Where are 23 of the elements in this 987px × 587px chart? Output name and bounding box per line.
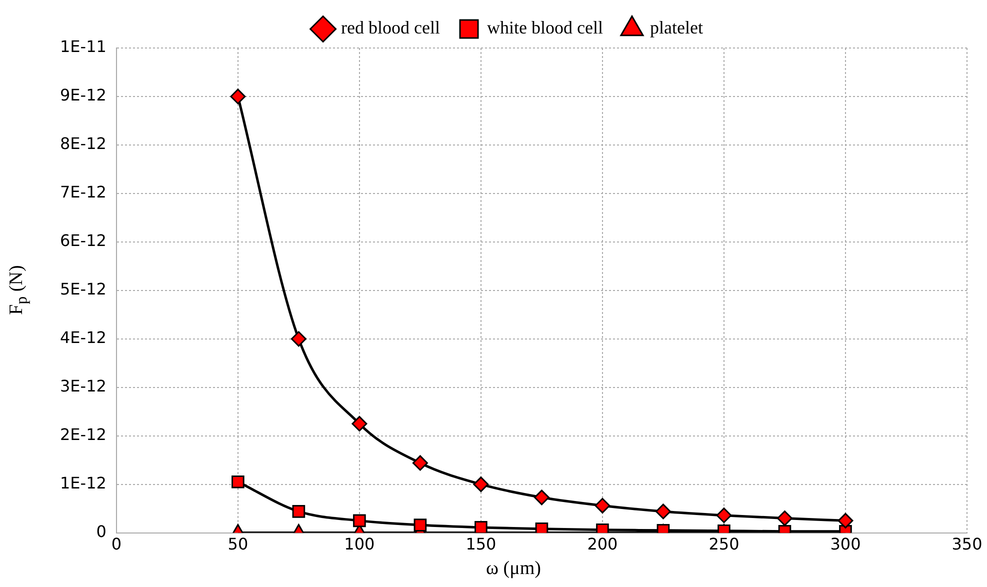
y-tick-label: 7E-12 <box>60 182 106 202</box>
legend-label: white blood cell <box>487 18 603 38</box>
y-tick-label: 0 <box>96 522 106 541</box>
x-axis-title: ω (μm) <box>485 558 542 580</box>
y-tick-label: 2E-12 <box>60 424 106 444</box>
y-tick-label: 6E-12 <box>60 231 106 250</box>
legend-label: red blood cell <box>341 18 440 38</box>
x-tick-label: 200 <box>587 534 618 554</box>
x-tick-label: 150 <box>466 534 496 554</box>
x-tick-label: 0 <box>111 534 122 554</box>
y-tick-label: 5E-12 <box>60 280 106 299</box>
x-tick-label: 100 <box>344 534 375 554</box>
legend-label: platelet <box>650 18 703 38</box>
x-tick-label: 350 <box>952 534 982 554</box>
y-tick-label: 4E-12 <box>60 328 106 348</box>
x-tick-label: 50 <box>228 534 248 554</box>
x-tick-label: 250 <box>708 534 740 554</box>
y-tick-label: 9E-12 <box>60 86 106 105</box>
y-tick-label: 1E-12 <box>60 473 106 492</box>
y-tick-label: 3E-12 <box>60 376 106 396</box>
x-tick-label: 300 <box>830 534 861 554</box>
y-tick-label: 1E-11 <box>60 37 106 56</box>
y-tick-label: 8E-12 <box>60 134 106 154</box>
